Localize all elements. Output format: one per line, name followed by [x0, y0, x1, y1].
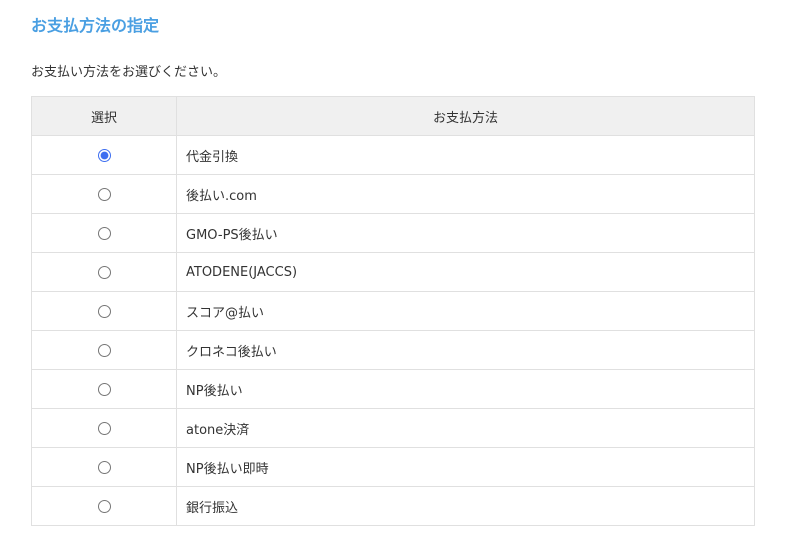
payment-radio[interactable] [97, 499, 111, 513]
table-row[interactable]: スコア@払い [31, 291, 755, 331]
payment-radio[interactable] [97, 460, 111, 474]
payment-method-label[interactable]: スコア@払い [176, 291, 755, 331]
table-row[interactable]: 代金引換 [31, 135, 755, 175]
select-cell [31, 408, 177, 448]
table-row[interactable]: atone決済 [31, 408, 755, 448]
payment-radio[interactable] [97, 265, 111, 279]
table-row[interactable]: NP後払い [31, 369, 755, 409]
select-cell [31, 447, 177, 487]
select-cell [31, 213, 177, 253]
payment-radio[interactable] [97, 226, 111, 240]
page-title: お支払方法の指定 [31, 16, 160, 35]
select-cell [31, 369, 177, 409]
select-cell [31, 174, 177, 214]
payment-radio[interactable] [97, 421, 111, 435]
table-header-row: 選択 お支払方法 [31, 96, 755, 136]
table-row[interactable]: ATODENE(JACCS) [31, 252, 755, 292]
select-cell [31, 135, 177, 175]
payment-method-label[interactable]: ATODENE(JACCS) [176, 252, 755, 292]
select-cell [31, 330, 177, 370]
header-payment-method: お支払方法 [176, 96, 755, 136]
payment-method-label[interactable]: クロネコ後払い [176, 330, 755, 370]
payment-radio[interactable] [97, 382, 111, 396]
payment-radio[interactable] [97, 187, 111, 201]
payment-method-label[interactable]: NP後払い即時 [176, 447, 755, 487]
payment-radio[interactable] [97, 148, 111, 162]
payment-method-label[interactable]: NP後払い [176, 369, 755, 409]
table-row[interactable]: NP後払い即時 [31, 447, 755, 487]
instruction-text: お支払い方法をお選びください。 [31, 65, 227, 80]
payment-method-label[interactable]: 代金引換 [176, 135, 755, 175]
table-row[interactable]: 銀行振込 [31, 486, 755, 526]
payment-method-label[interactable]: atone決済 [176, 408, 755, 448]
select-cell [31, 291, 177, 331]
select-cell [31, 252, 177, 292]
header-select: 選択 [31, 96, 177, 136]
payment-method-label[interactable]: GMO-PS後払い [176, 213, 755, 253]
payment-method-label[interactable]: 銀行振込 [176, 486, 755, 526]
payment-radio[interactable] [97, 343, 111, 357]
payment-radio[interactable] [97, 304, 111, 318]
table-row[interactable]: GMO-PS後払い [31, 213, 755, 253]
select-cell [31, 486, 177, 526]
payment-method-label[interactable]: 後払い.com [176, 174, 755, 214]
table-row[interactable]: クロネコ後払い [31, 330, 755, 370]
table-row[interactable]: 後払い.com [31, 174, 755, 214]
payment-method-table: 選択 お支払方法 代金引換 後払い.com GMO-PS後払い ATODENE(JAC… [31, 96, 755, 526]
